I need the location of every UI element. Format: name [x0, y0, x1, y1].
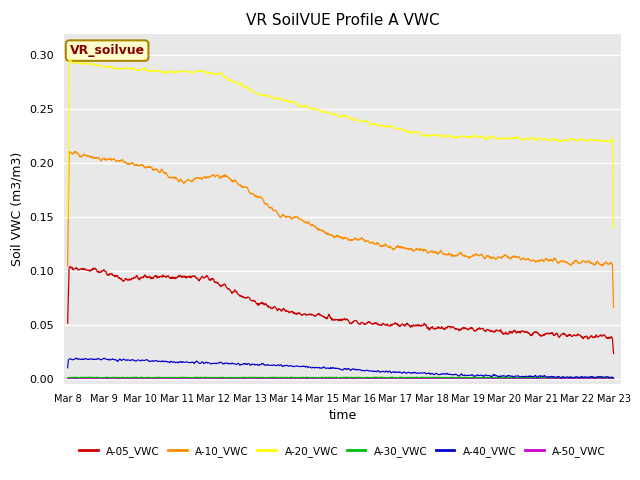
Legend: A-05_VWC, A-10_VWC, A-20_VWC, A-30_VWC, A-40_VWC, A-50_VWC: A-05_VWC, A-10_VWC, A-20_VWC, A-30_VWC, …	[75, 442, 610, 461]
Y-axis label: Soil VWC (m3/m3): Soil VWC (m3/m3)	[11, 152, 24, 266]
X-axis label: time: time	[328, 409, 356, 422]
Text: VR_soilvue: VR_soilvue	[70, 44, 145, 57]
Title: VR SoilVUE Profile A VWC: VR SoilVUE Profile A VWC	[246, 13, 439, 28]
